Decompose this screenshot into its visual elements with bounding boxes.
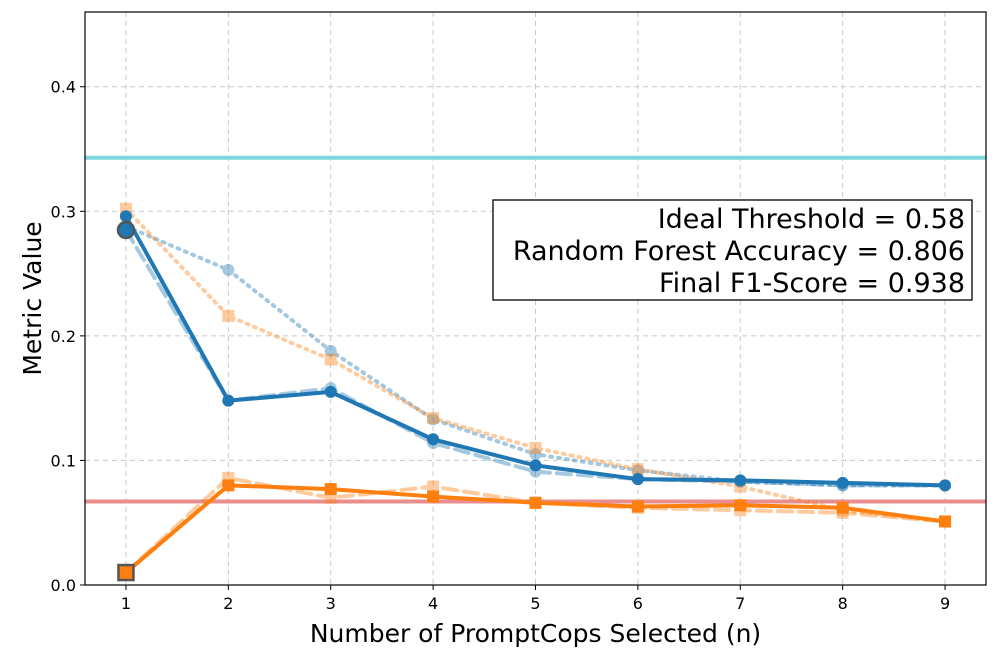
series-5-point-5 [631, 500, 644, 513]
y-tick-label-0: 0.0 [51, 576, 76, 595]
series-5-point-2 [324, 483, 337, 496]
x-axis-label: Number of PromptCops Selected (n) [310, 619, 761, 648]
series-4-point-8 [939, 479, 952, 492]
annotation-rf-accuracy: Random Forest Accuracy = 0.806 [513, 236, 965, 267]
series-2-point-5 [631, 463, 644, 476]
x-tick-label-3: 4 [428, 594, 438, 613]
series-4 [119, 210, 952, 492]
series-5-point-7 [836, 501, 849, 514]
series-5-point-3 [427, 490, 440, 503]
x-tick-label-7: 8 [838, 594, 848, 613]
series-5-point-1 [222, 479, 235, 492]
series-0-line [123, 224, 948, 488]
series-2-point-2 [324, 353, 337, 366]
series-0-point-5 [631, 464, 644, 477]
series-5-point-6 [734, 499, 747, 512]
series-2 [119, 202, 952, 528]
series-2-line [123, 206, 948, 524]
plot-frame [84, 11, 987, 586]
series-4-point-7 [836, 476, 849, 489]
series-0-point-2 [324, 344, 337, 357]
series-0-point-3 [427, 413, 440, 426]
series-2-point-3 [427, 412, 440, 425]
ticks: 1 2 3 4 5 6 7 8 9 0.0 0.1 0.2 0.3 0.4 [51, 78, 951, 613]
x-tick-label-2: 3 [326, 594, 336, 613]
annotation-ideal-threshold: Ideal Threshold = 0.58 [658, 204, 965, 235]
y-tick-label-2: 0.2 [51, 327, 76, 346]
series-4-point-0 [119, 210, 132, 223]
series-5-point-4 [529, 496, 542, 509]
y-tick-label-3: 0.3 [51, 202, 76, 221]
y-axis-label: Metric Value [18, 221, 47, 375]
series-2-point-1 [222, 309, 235, 322]
series-4-point-3 [427, 433, 440, 446]
series-0-point-1 [222, 263, 235, 276]
x-tick-label-8: 9 [940, 594, 950, 613]
series-4-point-6 [734, 474, 747, 487]
y-tick-label-1: 0.1 [51, 451, 76, 470]
series-2-point-4 [529, 441, 542, 454]
series-3-point-3 [427, 480, 440, 493]
series-4-point-1 [222, 394, 235, 407]
series-4-point-5 [631, 473, 644, 486]
series-5-point-8 [939, 515, 952, 528]
series-0-point-4 [529, 448, 542, 461]
series-layer [116, 202, 952, 582]
highlight-point-1 [117, 563, 135, 582]
x-tick-label-1: 2 [223, 594, 233, 613]
series-4-point-4 [529, 459, 542, 472]
y-tick-label-4: 0.4 [51, 78, 76, 97]
annotation-box: Ideal Threshold = 0.58 Random Forest Acc… [492, 199, 973, 301]
x-tick-label-6: 7 [735, 594, 745, 613]
highlight-point-0 [116, 220, 136, 240]
annotation-f1-score: Final F1-Score = 0.938 [659, 268, 965, 299]
annotation-frame [492, 199, 973, 301]
x-tick-label-0: 1 [121, 594, 131, 613]
x-tick-label-4: 5 [530, 594, 540, 613]
x-tick-label-5: 6 [633, 594, 643, 613]
series-4-point-2 [324, 385, 337, 398]
